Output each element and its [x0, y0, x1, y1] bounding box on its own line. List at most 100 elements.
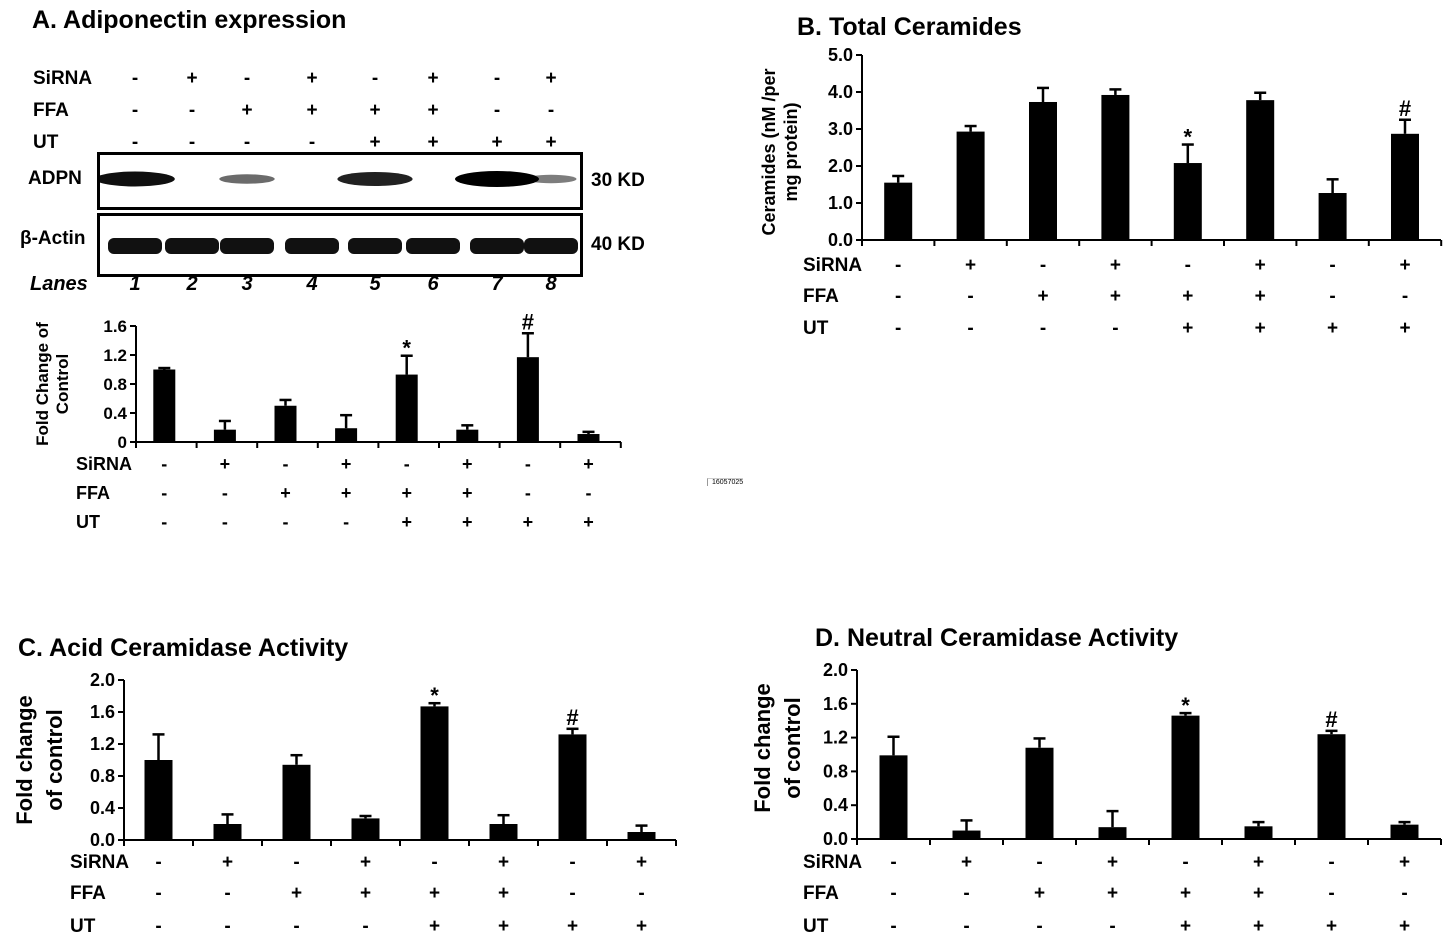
panel-a-sign-ffa-8: -: [547, 100, 555, 121]
chart-d-sign-sirna-3: -: [1036, 852, 1042, 873]
chart-a-row-label-ut: UT: [76, 512, 100, 532]
chart-c-ytick-label-4: 1.6: [90, 702, 115, 722]
chart-a-ylabel-line-2: Control: [53, 354, 72, 414]
chart-b-sign-ffa-2: -: [967, 286, 973, 307]
chart-c-sign-ffa-4: +: [360, 883, 371, 904]
chart-c-ytick-label-5: 2.0: [90, 670, 115, 690]
chart-b-ylabel: Ceramides (nM /per mg protein): [759, 68, 801, 235]
chart-a-sign-sirna-2: +: [220, 454, 231, 474]
chart-c-sign-ut-5: +: [429, 916, 440, 937]
panel-a-sign-ffa-6: +: [427, 100, 439, 121]
chart-a-sign-ffa-5: +: [401, 483, 412, 503]
chart-b-sign-ffa-8: -: [1402, 286, 1408, 307]
chart-b-sign-ut-2: -: [967, 318, 973, 339]
chart-a-bar-7: [516, 357, 539, 442]
chart-b-bar-8: [1391, 133, 1419, 240]
chart-a-sign-sirna-8: +: [583, 454, 594, 474]
chart-d-bar-1: [879, 755, 908, 839]
chart-a-bar-5: [395, 374, 418, 442]
chart-a-sign-ut-2: -: [222, 512, 228, 532]
chart-c-sign-sirna-3: -: [293, 852, 299, 873]
panel-a-row-label-ffa: FFA: [33, 100, 69, 121]
lane-number-8: 8: [545, 273, 557, 295]
chart-b-sign-sirna-5: -: [1185, 255, 1191, 276]
chart-c-row-label-sirna: SiRNA: [70, 852, 129, 873]
chart-b-sign-sirna-2: +: [965, 255, 976, 276]
chart-c-sign-sirna-4: +: [360, 852, 371, 873]
panel-b-title: B. Total Ceramides: [797, 13, 1022, 41]
chart-a-row-label-sirna: SiRNA: [76, 454, 132, 474]
chart-a-sign-ut-8: +: [583, 512, 594, 532]
chart-c-sign-sirna-2: +: [222, 852, 233, 873]
chart-b-annotation-5: *: [1184, 125, 1193, 150]
chart-b-ytick-label-1: 1.0: [828, 193, 853, 213]
chart-b-sign-ffa-1: -: [895, 286, 901, 307]
chart-d-bar-7: [1317, 734, 1346, 839]
chart-d-sign-sirna-1: -: [890, 852, 896, 873]
chart-c-sign-ut-2: -: [224, 916, 230, 937]
lane-number-1: 1: [129, 273, 141, 295]
adpn-band-lane-7: [455, 171, 539, 187]
chart-d-bar-4: [1098, 827, 1127, 839]
chart-a-ytick-label-2: 0.8: [103, 375, 127, 394]
chart-d-ytick-label-1: 0.4: [823, 795, 848, 815]
chart-c-bar-8: [627, 832, 656, 840]
panel-a-sign-sirna-5: -: [371, 68, 379, 89]
chart-d-ylabel-line-1: Fold change: [750, 683, 775, 813]
chart-d-bar-3: [1025, 747, 1054, 839]
chart-d-sign-ut-4: -: [1109, 916, 1115, 937]
chart-d-ytick-label-0: 0.0: [823, 829, 848, 849]
chart-d-row-label-ut: UT: [803, 916, 829, 937]
chart-c-sign-ut-6: +: [498, 916, 509, 937]
chart-c-bar-7: [558, 734, 587, 840]
chart-a-ytick-label-3: 1.2: [103, 346, 127, 365]
image-id-stamp: 16057025: [707, 478, 744, 486]
panel-a-sign-sirna-1: -: [131, 68, 139, 89]
panel-d-title: D. Neutral Ceramidase Activity: [815, 624, 1179, 652]
chart-a-ytick-label-4: 1.6: [103, 317, 127, 336]
chart-c-ylabel: Fold change of control: [12, 695, 67, 825]
chart-c-sign-ut-3: -: [293, 916, 299, 937]
chart-b-ylabel-line-2: mg protein): [781, 103, 801, 202]
chart-a-bar-2: [213, 429, 236, 442]
chart-d-ytick-label-2: 0.8: [823, 761, 848, 781]
chart-d-ylabel-line-2: of control: [780, 697, 805, 798]
panel-a-row-label-ut: UT: [33, 132, 59, 153]
chart-b-sign-ffa-6: +: [1255, 286, 1266, 307]
chart-d-sign-ffa-5: +: [1180, 883, 1191, 904]
adpn-blot: [95, 152, 583, 210]
lane-number-6: 6: [427, 273, 439, 295]
actin-blot: [97, 213, 583, 277]
chart-c-ytick-label-0: 0.0: [90, 830, 115, 850]
panel-a-sign-sirna-4: +: [306, 68, 318, 89]
chart-c-ylabel-line-2: of control: [42, 709, 67, 810]
chart-a-sign-ffa-8: -: [586, 483, 592, 503]
chart-b-ytick-label-0: 0.0: [828, 230, 853, 250]
chart-b-sign-ffa-3: +: [1037, 286, 1048, 307]
chart-c-sign-ut-1: -: [155, 916, 161, 937]
panel-a-title: A. Adiponectin expression: [32, 6, 347, 34]
chart-c-sign-ffa-8: -: [638, 883, 644, 904]
chart-d-bar-6: [1244, 826, 1273, 839]
chart-d-sign-ut-2: -: [963, 916, 969, 937]
adpn-blot-size: 30 KD: [591, 170, 645, 191]
chart-b-sign-sirna-7: -: [1329, 255, 1335, 276]
chart-c-sign-ffa-2: -: [224, 883, 230, 904]
chart-a-sign-ut-3: -: [283, 512, 289, 532]
chart-d-sign-ut-3: -: [1036, 916, 1042, 937]
chart-d-ytick-label-3: 1.2: [823, 728, 848, 748]
actin-band-lane-1: [108, 238, 162, 254]
chart-d-sign-ut-8: +: [1399, 916, 1410, 937]
adpn-blot-bands: [95, 171, 577, 187]
chart-b-sign-ffa-7: -: [1329, 286, 1335, 307]
panel-a-sign-ut-4: -: [308, 132, 316, 153]
chart-c-annotation-7: #: [566, 705, 578, 730]
chart-d-sign-sirna-5: -: [1182, 852, 1188, 873]
chart-c-ytick-label-3: 1.2: [90, 734, 115, 754]
adpn-band-lane-1: [95, 171, 175, 187]
chart-d-sign-sirna-6: +: [1253, 852, 1264, 873]
chart-b-sign-sirna-4: +: [1110, 255, 1121, 276]
panel-c-title: C. Acid Ceramidase Activity: [18, 634, 349, 662]
chart-c-sign-ffa-1: -: [155, 883, 161, 904]
chart-a-ylabel: Fold Change ofControl: [33, 322, 72, 446]
